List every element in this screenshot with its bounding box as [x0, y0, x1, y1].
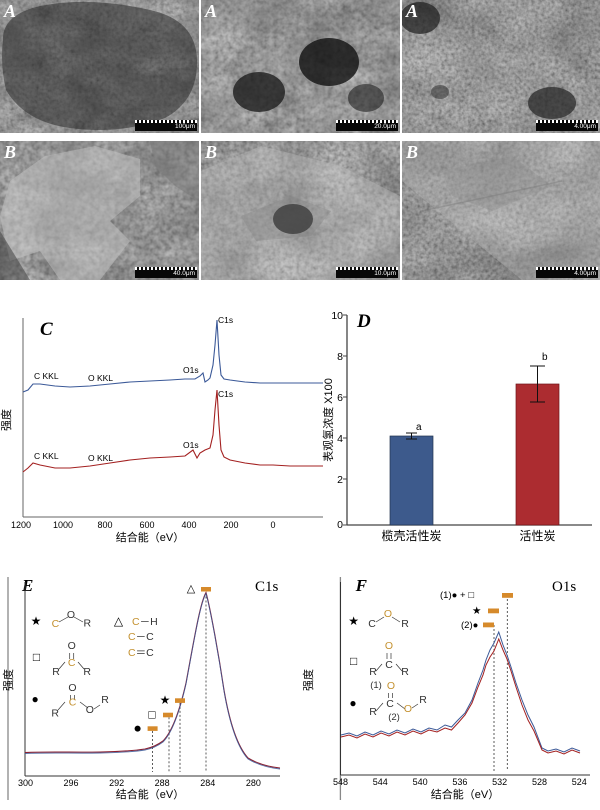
svg-text:C KKL: C KKL	[34, 451, 59, 461]
svg-text:C: C	[385, 659, 393, 671]
svg-text:O: O	[384, 608, 392, 620]
svg-text:活性炭: 活性炭	[519, 529, 555, 543]
svg-text:548: 548	[333, 777, 348, 787]
svg-text:(2)●: (2)●	[461, 620, 478, 631]
svg-text:C－C: C－C	[128, 631, 154, 643]
svg-text:C: C	[52, 618, 60, 630]
svg-text:●: ●	[349, 696, 356, 710]
svg-text:O KKL: O KKL	[88, 453, 113, 463]
svg-text:R: R	[101, 694, 109, 706]
svg-text:532: 532	[492, 777, 507, 787]
svg-text:300: 300	[18, 778, 33, 788]
svg-text:R: R	[401, 618, 409, 630]
svg-text:O: O	[387, 680, 395, 692]
svg-text:强度: 强度	[0, 409, 13, 431]
svg-text:0: 0	[270, 520, 275, 530]
svg-text:6: 6	[337, 392, 343, 404]
svg-text:200: 200	[223, 520, 238, 530]
svg-text:400: 400	[181, 520, 196, 530]
svg-text:292: 292	[109, 778, 124, 788]
svg-text:8: 8	[337, 351, 343, 363]
svg-text:E: E	[21, 576, 33, 595]
svg-text:4: 4	[337, 433, 343, 445]
svg-text:800: 800	[97, 520, 112, 530]
svg-text:O1s: O1s	[183, 365, 199, 375]
svg-text:表观氢浓度 X100: 表观氢浓度 X100	[321, 378, 335, 462]
svg-text:540: 540	[413, 777, 428, 787]
svg-text:(1)● + □: (1)● + □	[440, 590, 474, 601]
svg-text:O KKL: O KKL	[88, 373, 113, 383]
svg-text:★: ★	[160, 693, 171, 707]
svg-text:结合能（eV）: 结合能（eV）	[431, 787, 499, 800]
svg-text:强度: 强度	[301, 669, 315, 691]
svg-text:★: ★	[348, 614, 359, 628]
svg-text:R: R	[419, 694, 427, 706]
svg-text:R: R	[369, 706, 377, 718]
svg-text:结合能（eV）: 结合能（eV）	[116, 530, 184, 544]
svg-text:O: O	[404, 703, 412, 715]
svg-text:△: △	[187, 583, 196, 595]
svg-text:R: R	[401, 666, 409, 678]
svg-text:600: 600	[139, 520, 154, 530]
svg-text:O: O	[385, 640, 393, 652]
svg-text:b: b	[542, 352, 548, 363]
svg-text:C: C	[386, 698, 394, 710]
svg-text:296: 296	[63, 778, 78, 788]
svg-text:C: C	[40, 319, 53, 340]
svg-text:C: C	[368, 618, 376, 630]
svg-text:C1s: C1s	[218, 389, 233, 399]
svg-text:D: D	[356, 311, 371, 332]
svg-text:O: O	[86, 704, 94, 716]
svg-text:R: R	[369, 666, 377, 678]
svg-text:C＝C: C＝C	[128, 647, 154, 659]
svg-text:●: ●	[31, 692, 38, 706]
svg-text:C: C	[68, 657, 76, 669]
svg-text:280: 280	[246, 778, 261, 788]
svg-text:C1s: C1s	[255, 579, 279, 595]
svg-text:(2): (2)	[388, 712, 400, 723]
svg-text:□: □	[148, 708, 155, 722]
svg-text:536: 536	[452, 777, 467, 787]
svg-text:强度: 强度	[1, 669, 15, 691]
svg-text:544: 544	[373, 777, 388, 787]
svg-text:288: 288	[155, 778, 170, 788]
svg-text:结合能（eV）: 结合能（eV）	[116, 787, 184, 800]
svg-text:R: R	[83, 666, 91, 678]
svg-text:★: ★	[472, 605, 482, 617]
svg-text:R: R	[51, 708, 59, 720]
svg-text:△: △	[114, 614, 124, 628]
svg-text:O: O	[67, 609, 75, 621]
svg-text:10: 10	[331, 310, 343, 322]
svg-text:0: 0	[337, 519, 343, 531]
svg-text:284: 284	[200, 778, 215, 788]
svg-text:榄壳活性炭: 榄壳活性炭	[381, 529, 441, 543]
svg-text:R: R	[84, 618, 92, 630]
svg-text:a: a	[416, 422, 422, 433]
svg-text:O1s: O1s	[552, 579, 576, 595]
svg-text:1000: 1000	[53, 520, 73, 530]
svg-text:C KKL: C KKL	[34, 371, 59, 381]
svg-text:2: 2	[337, 474, 343, 486]
svg-text:O: O	[68, 640, 76, 652]
svg-text:□: □	[33, 650, 40, 664]
svg-text:528: 528	[532, 777, 547, 787]
svg-text:F: F	[355, 576, 368, 595]
svg-text:C－H: C－H	[132, 616, 158, 628]
svg-text:O: O	[68, 682, 76, 694]
svg-text:C1s: C1s	[218, 315, 233, 325]
svg-text:O1s: O1s	[183, 440, 199, 450]
svg-text:(1): (1)	[370, 680, 382, 691]
svg-text:C: C	[69, 697, 77, 709]
svg-text:□: □	[350, 654, 357, 668]
svg-text:★: ★	[31, 614, 42, 628]
svg-text:R: R	[52, 666, 60, 678]
svg-text:1200: 1200	[11, 520, 31, 530]
svg-text:524: 524	[572, 777, 587, 787]
